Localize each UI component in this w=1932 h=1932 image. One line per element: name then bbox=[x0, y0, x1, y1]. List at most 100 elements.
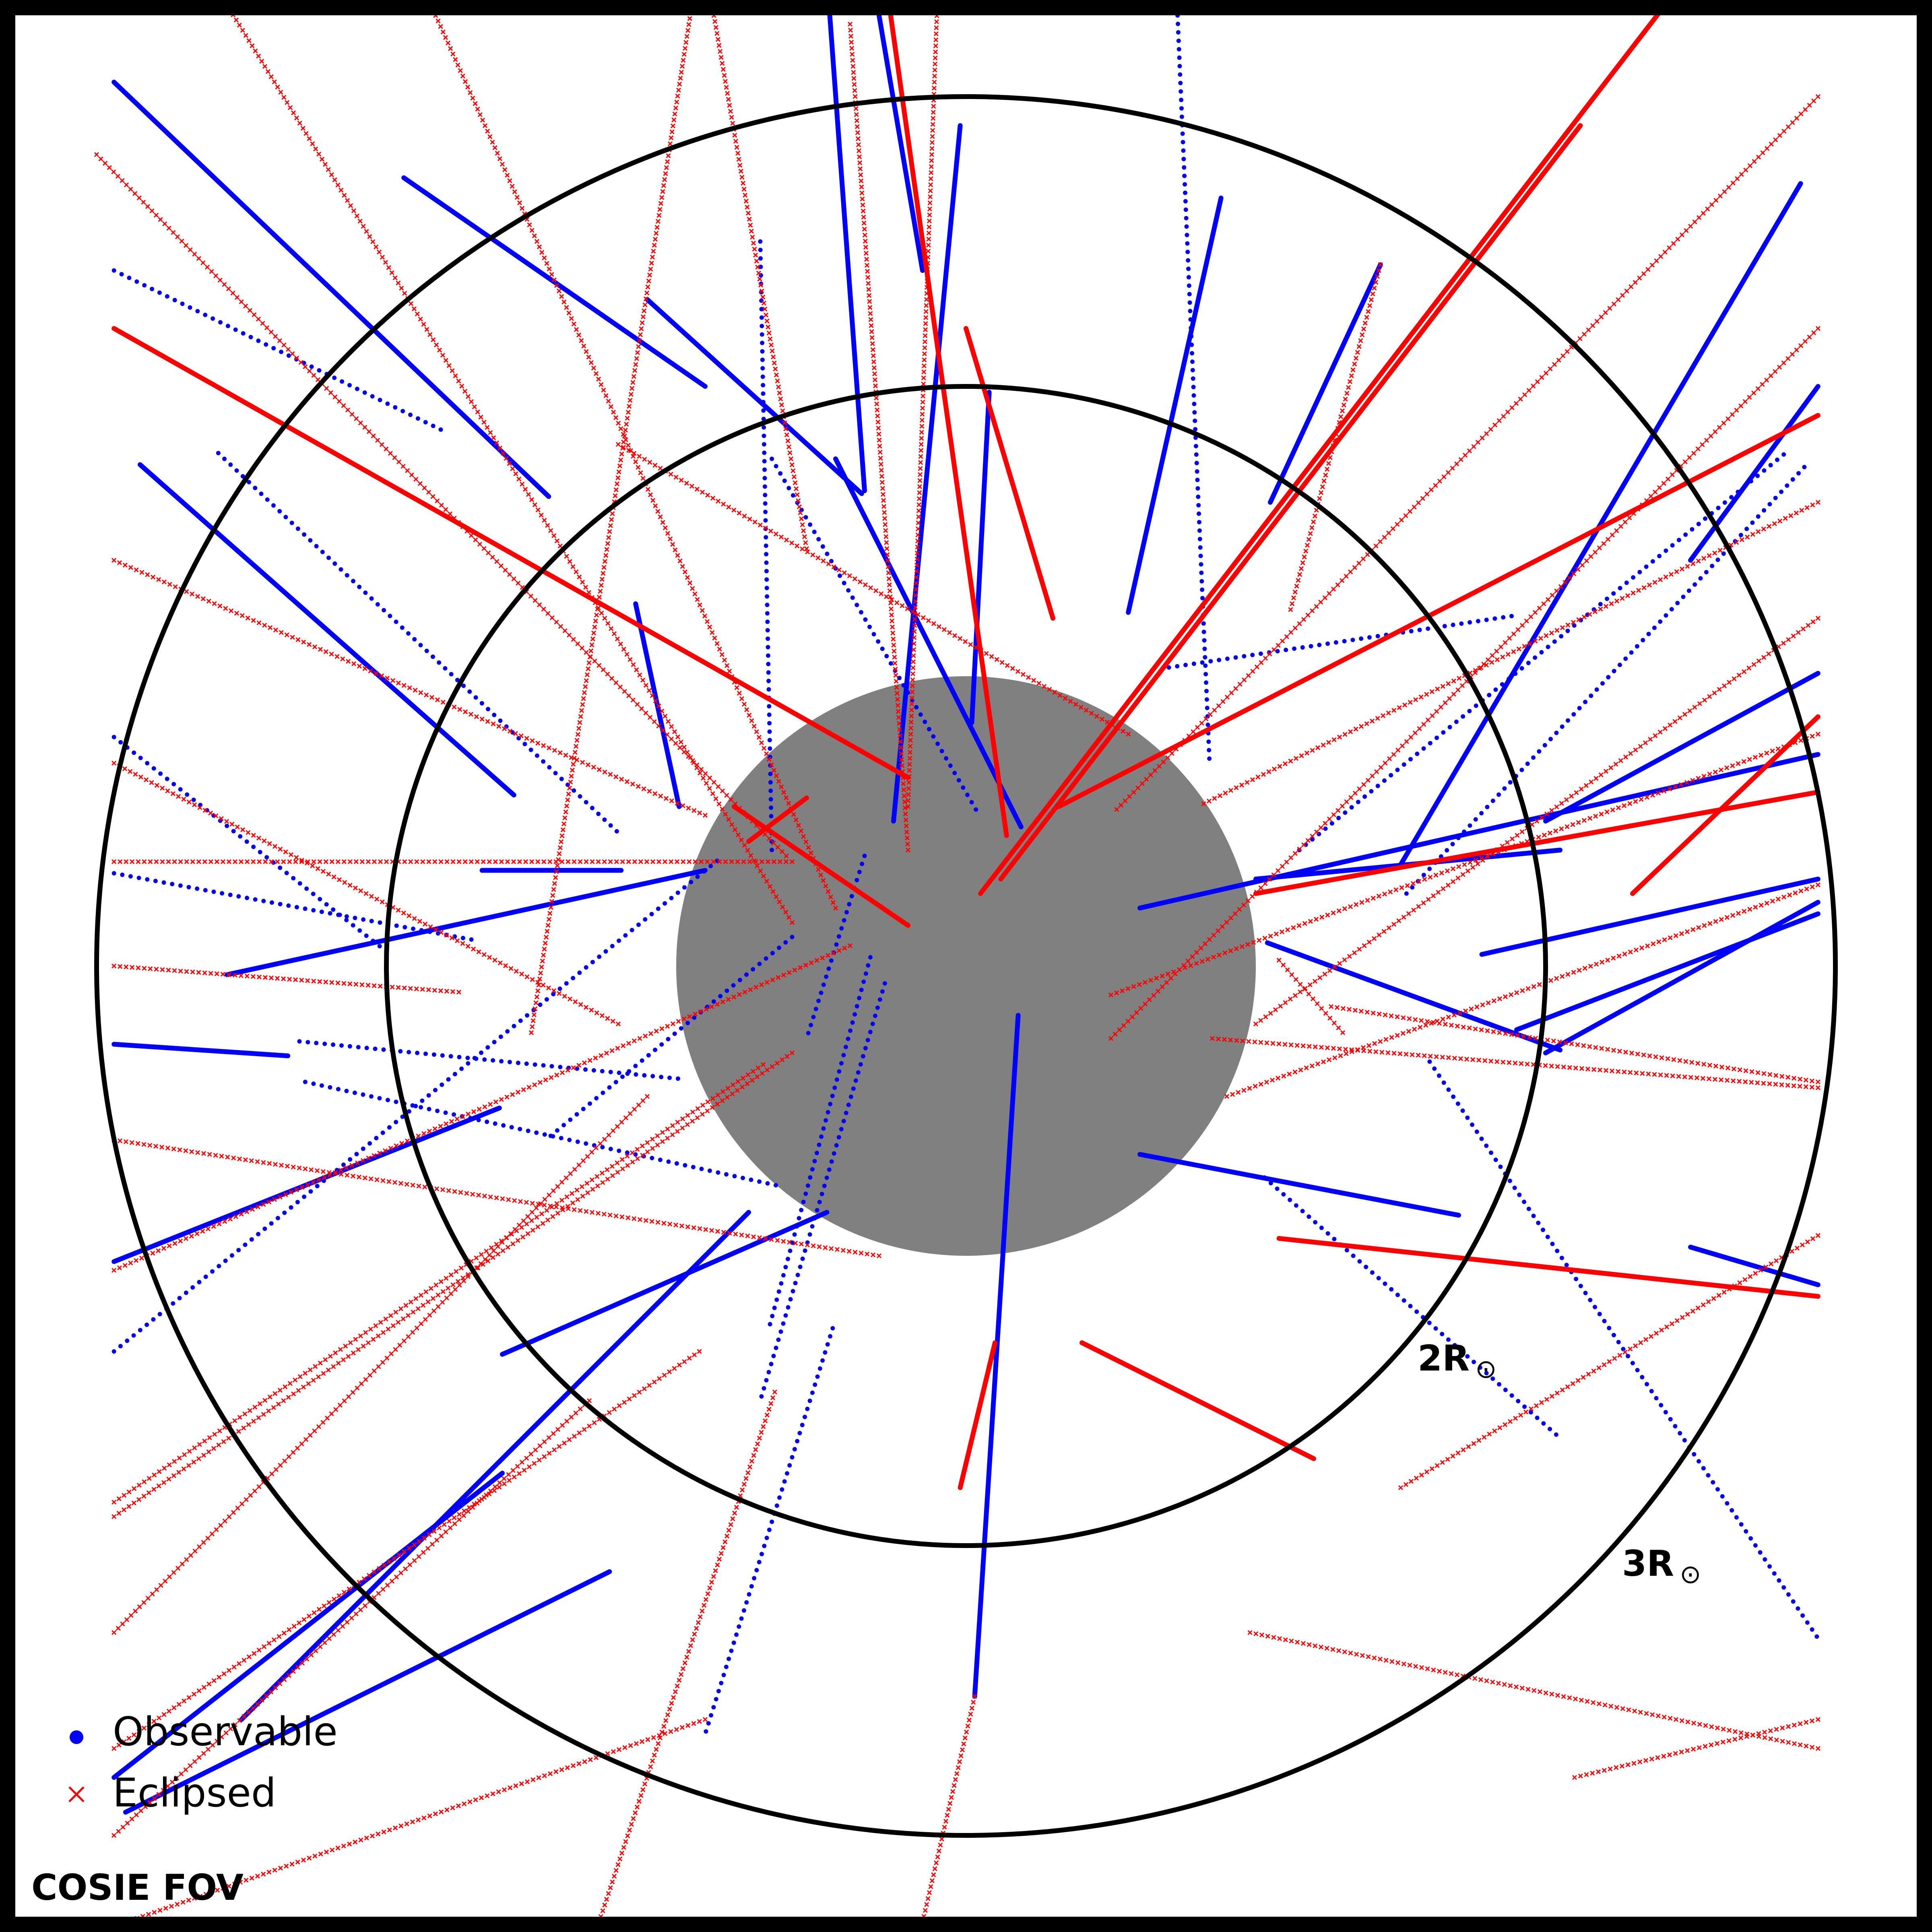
legend-eclipsed-marker bbox=[68, 1786, 85, 1802]
eclipsed-track-34 bbox=[1210, 1036, 1821, 1090]
observable-track-23 bbox=[891, 123, 963, 824]
eclipsed-track-3 bbox=[111, 557, 708, 818]
observable-track-48 bbox=[500, 1210, 830, 1357]
ring-3r bbox=[94, 94, 1838, 1838]
observable-track-16 bbox=[645, 297, 864, 496]
eclipsed-track-41 bbox=[1572, 1717, 1821, 1780]
eclipsed-track-9 bbox=[111, 1050, 795, 1519]
observable-track-4 bbox=[111, 735, 389, 954]
observable-track-45 bbox=[972, 1013, 1021, 1699]
observable-track-42 bbox=[1427, 1059, 1821, 1641]
observable-track-34 bbox=[1265, 940, 1563, 1053]
eclipsed-track-46 bbox=[111, 1062, 766, 1505]
observable-track-3 bbox=[138, 462, 516, 798]
eclipsed-track-2 bbox=[111, 326, 910, 780]
observable-track-6 bbox=[297, 1039, 684, 1082]
eclipsed-track-15 bbox=[528, 16, 692, 1035]
observable-track-50 bbox=[543, 935, 795, 1142]
observable-track-2 bbox=[111, 268, 450, 435]
eclipsed-track-43 bbox=[598, 1389, 777, 1917]
observable-track-26 bbox=[1126, 196, 1224, 615]
observable-track-39 bbox=[1543, 900, 1821, 1055]
observable-track-14 bbox=[216, 451, 621, 835]
observable-track-28 bbox=[1268, 262, 1383, 505]
observable-track-41 bbox=[1262, 1175, 1560, 1438]
observable-track-35 bbox=[1514, 911, 1821, 1032]
observable-track-47 bbox=[758, 981, 887, 1403]
eclipsed-track-8 bbox=[111, 1137, 882, 1259]
eclipsed-track-47 bbox=[732, 804, 910, 928]
eclipsed-track-7 bbox=[111, 943, 853, 1273]
observable-track-8 bbox=[303, 1080, 783, 1189]
tracks-layer bbox=[94, 15, 1821, 1917]
eclipsed-track-42 bbox=[921, 1694, 977, 1917]
observable-track-5 bbox=[111, 871, 476, 942]
legend: Observable Eclipsed bbox=[68, 1709, 338, 1816]
eclipsed-track-27 bbox=[1114, 94, 1821, 812]
eclipsed-track-37 bbox=[1080, 1340, 1316, 1461]
eclipsed-track-32 bbox=[1224, 882, 1821, 1099]
observable-track-44 bbox=[1688, 1245, 1821, 1287]
eclipsed-track-18 bbox=[905, 15, 939, 809]
eclipsed-track-14 bbox=[711, 15, 809, 551]
eclipsed-track-40 bbox=[1247, 1630, 1821, 1751]
ring-2r bbox=[384, 384, 1548, 1548]
observable-track-12 bbox=[225, 868, 708, 977]
observable-track-19 bbox=[827, 15, 867, 493]
observable-track-1 bbox=[111, 80, 551, 499]
eclipsed-track-33 bbox=[1276, 958, 1346, 1035]
eclipsed-track-6 bbox=[111, 963, 462, 995]
observable-track-40 bbox=[1543, 671, 1821, 824]
observable-track-22 bbox=[770, 456, 980, 815]
observable-track-18 bbox=[758, 239, 774, 852]
observable-track-33 bbox=[1404, 459, 1812, 896]
eclipsed-track-48 bbox=[746, 795, 809, 844]
legend-observable-label: Observable bbox=[113, 1709, 338, 1755]
eclipsed-track-22 bbox=[998, 123, 1583, 881]
observable-track-37 bbox=[1688, 384, 1821, 563]
observable-track-9 bbox=[111, 1105, 502, 1264]
eclipsed-track-45 bbox=[111, 1349, 702, 1751]
rings-layer bbox=[94, 94, 1838, 1838]
eclipsed-track-39 bbox=[1398, 1233, 1821, 1490]
eclipsed-track-19 bbox=[964, 326, 1055, 621]
observable-track-11 bbox=[123, 1569, 612, 1815]
eclipsed-track-20 bbox=[615, 442, 1131, 737]
observable-track-36 bbox=[1479, 877, 1821, 957]
observable-track-46 bbox=[766, 955, 873, 1331]
fov-label: COSIE FOV bbox=[31, 1867, 244, 1908]
legend-eclipsed-label: Eclipsed bbox=[113, 1770, 276, 1816]
eclipsed-track-25 bbox=[1201, 500, 1821, 806]
observable-track-13 bbox=[111, 857, 722, 1354]
occulter-disk bbox=[676, 676, 1256, 1256]
eclipsed-track-23 bbox=[1288, 262, 1383, 612]
eclipsed-track-35 bbox=[1329, 1004, 1821, 1085]
eclipsed-track-21 bbox=[978, 15, 1660, 896]
observable-track-24 bbox=[833, 456, 1024, 830]
eclipsed-track-30 bbox=[1108, 731, 1821, 998]
eclipsed-track-44 bbox=[134, 1717, 708, 1917]
eclipsed-track-31 bbox=[1253, 615, 1821, 1027]
observable-track-31 bbox=[1398, 181, 1803, 867]
occulter-layer bbox=[676, 676, 1256, 1256]
observable-track-20 bbox=[877, 15, 925, 273]
observable-track-52 bbox=[239, 1210, 751, 1722]
eclipsed-track-38 bbox=[958, 1340, 997, 1490]
observable-track-25 bbox=[969, 390, 992, 725]
observable-track-15 bbox=[401, 175, 708, 389]
observable-track-7 bbox=[111, 1042, 291, 1059]
observable-track-27 bbox=[1175, 15, 1212, 763]
eclipsed-track-17 bbox=[888, 15, 1009, 838]
eclipsed-track-5 bbox=[111, 859, 795, 864]
observable-track-38 bbox=[1137, 752, 1821, 910]
legend-observable-marker bbox=[70, 1730, 83, 1744]
observable-track-29 bbox=[1166, 613, 1519, 670]
observable-track-43 bbox=[1137, 1152, 1461, 1218]
eclipsed-track-12 bbox=[231, 15, 795, 925]
observable-track-49 bbox=[703, 1326, 835, 1736]
eclipsed-track-1 bbox=[94, 152, 789, 859]
eclipsed-track-36 bbox=[1276, 1236, 1821, 1299]
eclipsed-track-26 bbox=[1108, 326, 1821, 1041]
